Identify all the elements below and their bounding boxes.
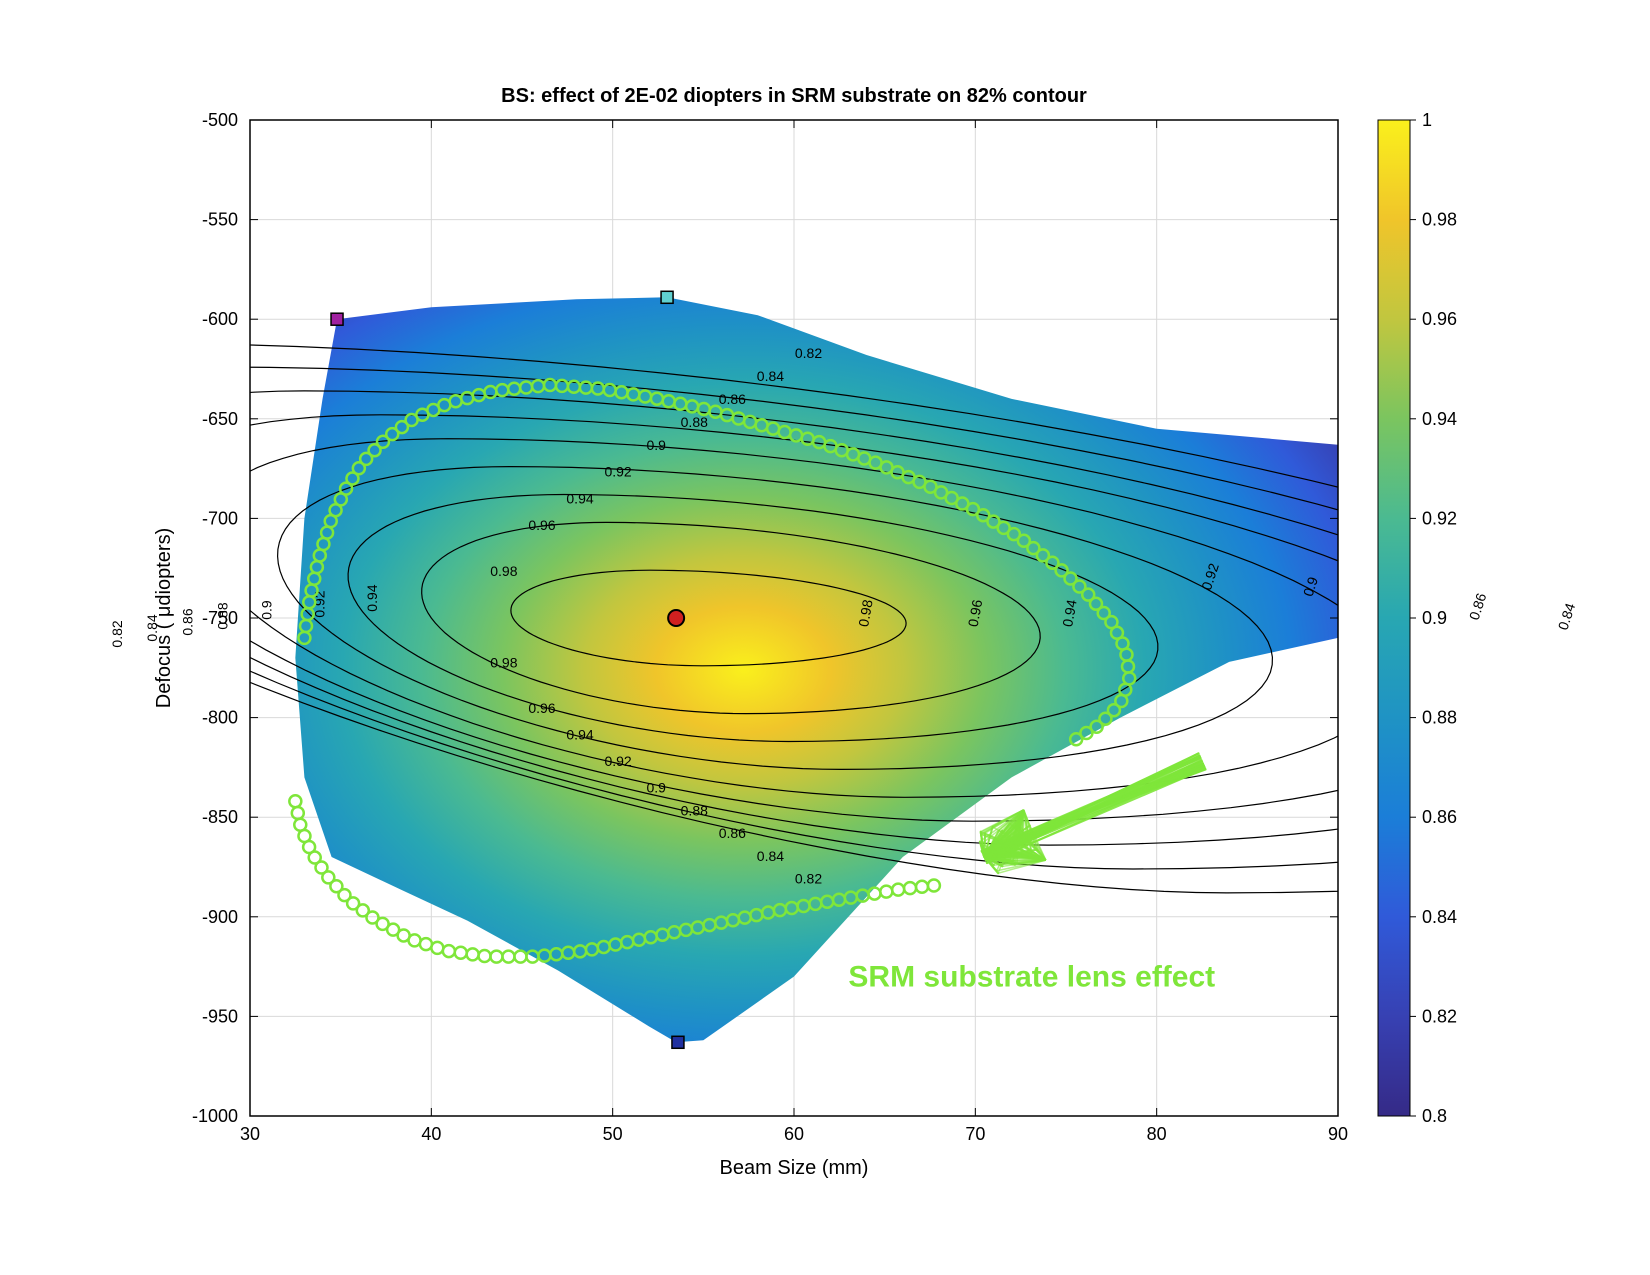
marker-bottom [672,1036,684,1048]
ytick-label: -500 [202,110,238,130]
xtick-label: 90 [1328,1124,1348,1144]
svg-text:0.96: 0.96 [528,700,555,716]
chart-svg: 0.98 0.98 0.96 0.96 0.94 0.94 0.92 0.92 0.9 0.9 0.… [0,0,1650,1275]
ytick-label: -750 [202,608,238,628]
svg-text:0.86: 0.86 [179,608,195,635]
xtick-label: 40 [421,1124,441,1144]
y-axis-label: Defocus ( μdiopters) [153,528,175,708]
svg-text:0.9: 0.9 [259,600,275,620]
svg-text:0.94: 0.94 [566,490,593,506]
svg-text:0.88: 0.88 [681,802,708,818]
colorbar-tick-label: 0.88 [1422,708,1457,728]
ytick-label: -550 [202,210,238,230]
marker-center [668,610,684,626]
colorbar-tick-label: 0.94 [1422,409,1457,429]
colorbar-tick-label: 0.82 [1422,1006,1457,1026]
colorbar-tick-label: 0.86 [1422,807,1457,827]
svg-text:0.82: 0.82 [109,620,125,647]
ytick-label: -700 [202,508,238,528]
svg-text:0.98: 0.98 [490,563,517,579]
svg-text:0.84: 0.84 [1555,601,1579,632]
colorbar-tick-label: 1 [1422,110,1432,130]
svg-text:0.88: 0.88 [681,414,708,430]
svg-text:0.82: 0.82 [795,345,822,361]
colorbar [1378,120,1410,1116]
xtick-label: 30 [240,1124,260,1144]
svg-text:0.86: 0.86 [719,391,746,407]
colorbar-tick-label: 0.92 [1422,508,1457,528]
colorbar-tick-label: 0.8 [1422,1106,1447,1126]
svg-text:0.98: 0.98 [490,654,517,670]
xtick-label: 50 [603,1124,623,1144]
xtick-label: 70 [965,1124,985,1144]
svg-text:0.84: 0.84 [757,848,784,864]
svg-text:0.84: 0.84 [757,368,784,384]
xtick-label: 60 [784,1124,804,1144]
ytick-label: -800 [202,708,238,728]
ytick-label: -900 [202,907,238,927]
colorbar-tick-label: 0.98 [1422,210,1457,230]
svg-text:0.9: 0.9 [646,780,666,796]
svg-text:0.9: 0.9 [646,437,666,453]
xtick-label: 80 [1147,1124,1167,1144]
chart-title: BS: effect of 2E-02 diopters in SRM subs… [501,85,1087,107]
ytick-label: -850 [202,807,238,827]
svg-text:0.82: 0.82 [795,871,822,887]
ytick-label: -650 [202,409,238,429]
colorbar-tick-label: 0.84 [1422,907,1457,927]
svg-text:0.96: 0.96 [528,517,555,533]
colorbar-tick-label: 0.9 [1422,608,1447,628]
svg-text:0.86: 0.86 [1466,591,1490,622]
marker-top-mid [661,291,673,303]
svg-text:0.94: 0.94 [566,727,593,743]
ytick-label: -950 [202,1006,238,1026]
svg-text:0.92: 0.92 [604,753,631,769]
svg-text:0.86: 0.86 [719,825,746,841]
svg-text:0.92: 0.92 [604,464,631,480]
svg-text:0.94: 0.94 [364,584,380,611]
x-axis-label: Beam Size (mm) [720,1157,869,1179]
annotation-srm: SRM substrate lens effect [848,961,1215,994]
ytick-label: -600 [202,309,238,329]
ytick-label: -1000 [192,1106,238,1126]
colorbar-tick-label: 0.96 [1422,309,1457,329]
figure: { "canvas": { "width": 1650, "height": 1… [0,0,1650,1275]
marker-top-left [331,313,343,325]
